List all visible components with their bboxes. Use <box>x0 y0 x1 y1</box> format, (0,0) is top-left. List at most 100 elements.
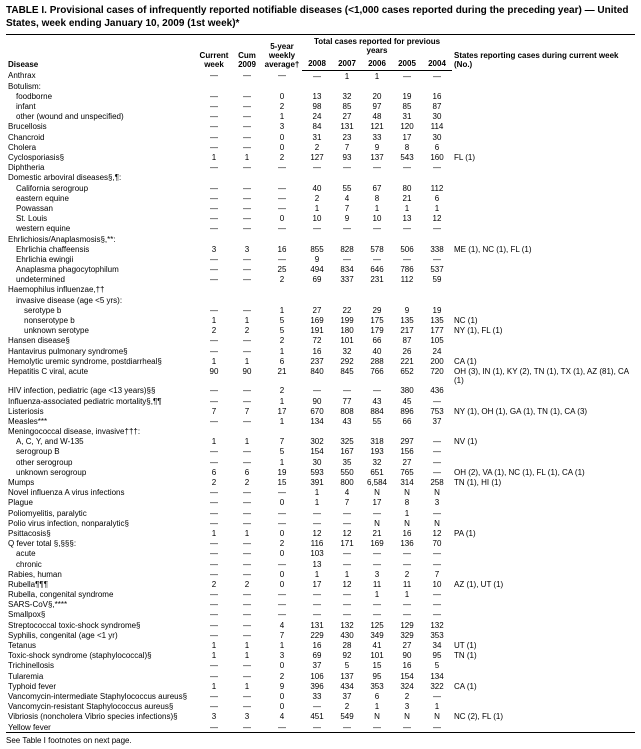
value-cell: — <box>392 254 422 264</box>
value-cell: 0 <box>262 498 302 508</box>
value-cell: 1 <box>362 71 392 82</box>
value-cell: 167 <box>332 447 362 457</box>
disease-cell: invasive disease (age <5 yrs): <box>6 295 196 305</box>
value-cell: — <box>262 508 302 518</box>
value-cell: 2 <box>392 569 422 579</box>
value-cell: 353 <box>362 681 392 691</box>
table-row: Botulism: <box>6 81 635 91</box>
disease-cell: Toxic-shock syndrome (staphylococcal)§ <box>6 651 196 661</box>
value-cell: — <box>262 203 302 213</box>
value-cell: — <box>196 702 232 712</box>
value-cell: 66 <box>362 336 392 346</box>
value-cell: 2 <box>196 326 232 336</box>
value-cell: — <box>196 416 232 426</box>
table-row: Toxic-shock syndrome (staphylococcal)§11… <box>6 651 635 661</box>
disease-cell: chronic <box>6 559 196 569</box>
value-cell: 1 <box>232 681 262 691</box>
value-cell: — <box>422 559 452 569</box>
value-cell: — <box>232 447 262 457</box>
disease-cell: Rubella¶¶¶ <box>6 579 196 589</box>
value-cell <box>422 234 452 244</box>
value-cell: 37 <box>332 691 362 701</box>
states-cell <box>452 102 635 112</box>
value-cell: 121 <box>362 122 392 132</box>
value-cell <box>232 81 262 91</box>
value-cell: 884 <box>362 406 392 416</box>
value-cell: — <box>232 275 262 285</box>
states-cell: TN (1), HI (1) <box>452 478 635 488</box>
value-cell: 537 <box>422 265 452 275</box>
value-cell: 114 <box>422 122 452 132</box>
table-row: Streptococcal toxic-shock syndrome§——413… <box>6 620 635 630</box>
value-cell: 834 <box>332 265 362 275</box>
value-cell: — <box>196 518 232 528</box>
value-cell: 5 <box>262 326 302 336</box>
value-cell <box>302 173 332 183</box>
value-cell: — <box>232 224 262 234</box>
value-cell: — <box>422 691 452 701</box>
states-cell <box>452 193 635 203</box>
value-cell: 175 <box>362 316 392 326</box>
value-cell: 7 <box>422 569 452 579</box>
value-cell: — <box>422 549 452 559</box>
table-row: undetermined——26933723111259 <box>6 275 635 285</box>
value-cell: — <box>196 183 232 193</box>
value-cell: 753 <box>422 406 452 416</box>
value-cell: — <box>232 386 262 396</box>
value-cell: 1 <box>262 346 302 356</box>
disease-cell: nonserotype b <box>6 316 196 326</box>
value-cell: 12 <box>302 528 332 538</box>
value-cell: 29 <box>362 305 392 315</box>
states-cell <box>452 224 635 234</box>
table-row: Haemophilus influenzae,†† <box>6 285 635 295</box>
disease-cell: Measles*** <box>6 416 196 426</box>
states-cell <box>452 488 635 498</box>
states-cell: NV (1) <box>452 437 635 447</box>
value-cell: — <box>422 163 452 173</box>
value-cell: 48 <box>362 112 392 122</box>
value-cell: 0 <box>262 702 302 712</box>
value-cell <box>196 173 232 183</box>
value-cell: 302 <box>302 437 332 447</box>
table-row: Smallpox§———————— <box>6 610 635 620</box>
disease-cell: Vancomycin-resistant Staphylococcus aure… <box>6 702 196 712</box>
states-cell <box>452 722 635 733</box>
value-cell: 169 <box>362 539 392 549</box>
value-cell: 72 <box>302 336 332 346</box>
value-cell: — <box>362 610 392 620</box>
value-cell <box>332 81 362 91</box>
value-cell: — <box>332 518 362 528</box>
disease-cell: Streptococcal toxic-shock syndrome§ <box>6 620 196 630</box>
states-cell <box>452 416 635 426</box>
value-cell: 169 <box>302 316 332 326</box>
value-cell: 21 <box>392 193 422 203</box>
states-cell: FL (1) <box>452 153 635 163</box>
disease-cell: Ehrlichia chaffeensis <box>6 244 196 254</box>
value-cell: — <box>332 600 362 610</box>
states-cell <box>452 295 635 305</box>
value-cell: — <box>196 254 232 264</box>
states-cell <box>452 508 635 518</box>
value-cell: 95 <box>362 671 392 681</box>
value-cell: 34 <box>422 641 452 651</box>
value-cell <box>422 427 452 437</box>
table-row: nonserotype b115169199175135135NC (1) <box>6 316 635 326</box>
value-cell: — <box>392 600 422 610</box>
disease-cell: Tularemia <box>6 671 196 681</box>
value-cell: 7 <box>232 406 262 416</box>
value-cell: 16 <box>392 528 422 538</box>
table-row: St. Louis——0109101312 <box>6 214 635 224</box>
value-cell: 37 <box>422 416 452 426</box>
value-cell: — <box>196 549 232 559</box>
value-cell: 116 <box>302 539 332 549</box>
value-cell: 0 <box>262 691 302 701</box>
value-cell: 11 <box>362 579 392 589</box>
value-cell: 2 <box>392 691 422 701</box>
table-row: Hemolytic uremic syndrome, postdiarrheal… <box>6 356 635 366</box>
value-cell: — <box>362 224 392 234</box>
value-cell <box>302 285 332 295</box>
value-cell: 21 <box>362 528 392 538</box>
value-cell: 15 <box>262 478 302 488</box>
disease-cell: Hantavirus pulmonary syndrome§ <box>6 346 196 356</box>
value-cell: 27 <box>392 457 422 467</box>
